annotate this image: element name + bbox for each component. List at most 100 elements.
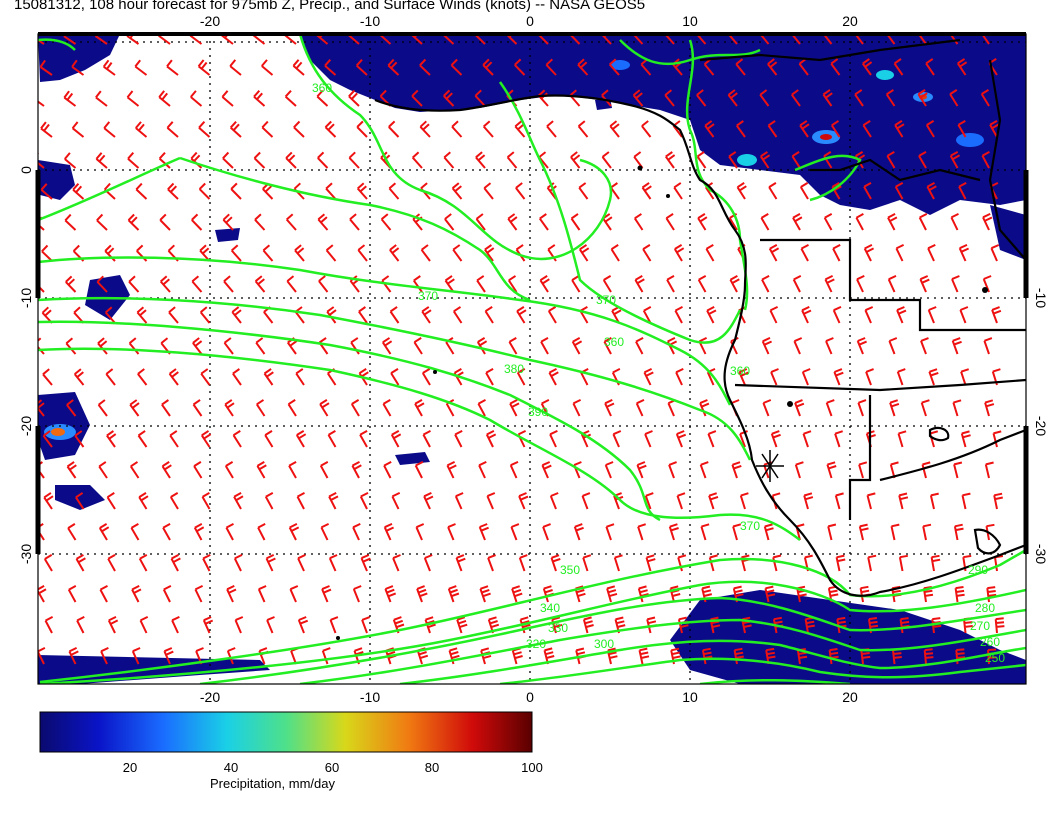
wind-barb [137,368,148,386]
wind-barb [927,306,937,324]
wind-barb [43,492,54,510]
wind-barb [796,585,807,603]
wind-barb [261,120,274,138]
wind-barb [319,461,329,479]
wind-barb [193,461,203,479]
lat-tick-left: -30 [18,544,34,564]
wind-barb [953,523,964,541]
wind-barb [581,492,591,510]
wind-barb [384,585,397,603]
wind-barb [582,616,594,634]
wind-barb [920,399,930,417]
wind-barb [131,585,142,603]
wind-barb [99,585,108,603]
wind-barb [63,90,77,107]
wind-barb [358,306,368,324]
wind-barb [578,182,589,200]
wind-barb [392,616,405,634]
wind-barb [447,523,456,541]
wind-barb [255,399,266,417]
wind-barb [632,89,644,107]
wind-barb [261,59,274,76]
wind-barb [549,429,558,448]
wind-barb [390,430,402,448]
wind-barb [421,368,431,386]
lat-tick-left: -10 [18,288,34,308]
wind-barb [990,244,1000,262]
wind-barb [233,554,243,572]
wind-barb [735,120,746,138]
wind-barb [320,523,330,541]
wind-barb [931,617,942,634]
wind-barb [66,399,77,417]
wind-barb [414,461,424,479]
wind-barb [131,647,141,665]
wind-barb [664,151,676,169]
wind-barb [96,213,108,231]
lon-tick-top: -10 [360,13,380,29]
wind-barb [64,213,77,231]
wind-barb [989,120,1000,138]
wind-barb [664,89,675,107]
wind-barb [603,337,612,355]
wind-barb [478,460,487,479]
wind-barb [894,120,905,138]
wind-barb [477,399,486,417]
wind-barb [100,646,109,665]
wind-barb [508,337,518,355]
wind-barb [951,275,960,293]
wind-barb [171,615,180,634]
wind-barb [379,34,392,45]
contour-label: 360 [312,81,332,95]
wind-barb [474,89,486,107]
wind-barb [476,275,486,293]
wind-barb [71,121,85,138]
wind-barb [222,151,234,169]
wind-barb [229,121,242,138]
wind-barb [700,523,710,541]
wind-barb [71,59,85,76]
wind-barb [161,399,171,417]
wind-barb [232,430,242,448]
wind-barb [126,90,140,107]
wind-barb [643,368,654,386]
wind-barb [668,523,679,541]
wind-barb [381,337,393,355]
wind-barb [192,399,203,417]
wind-barb [609,120,620,138]
wind-barb [608,58,620,76]
wind-barb [952,399,962,417]
wind-barb [803,492,814,510]
wind-barb [794,399,805,417]
wind-barb [613,554,623,572]
wind-barb [40,183,53,200]
wind-barb [350,399,360,417]
wind-barb [253,151,266,169]
wind-barb [134,59,148,76]
wind-barb [728,151,738,169]
wind-barb [918,213,928,231]
wind-barbs [38,34,1005,665]
wind-barb [321,647,331,665]
wind-barb [925,58,935,76]
wind-barb [389,244,400,262]
wind-barb [760,213,770,231]
wind-barb [356,120,368,138]
wind-barb [355,59,368,76]
wind-barb [606,585,618,603]
wind-barb [637,523,647,541]
wind-barb [519,616,531,634]
wind-barb [509,399,520,417]
wind-barb [959,306,969,324]
wind-barb [166,121,179,138]
wind-barb [832,244,841,262]
wind-barb [129,399,140,417]
wind-barb [550,554,561,572]
wind-barb [383,522,395,541]
wind-barb [826,461,837,479]
wind-barb [256,461,267,479]
lon-tick-bottom: 20 [842,689,858,705]
wind-barb [102,59,116,76]
wind-barb [823,213,833,231]
